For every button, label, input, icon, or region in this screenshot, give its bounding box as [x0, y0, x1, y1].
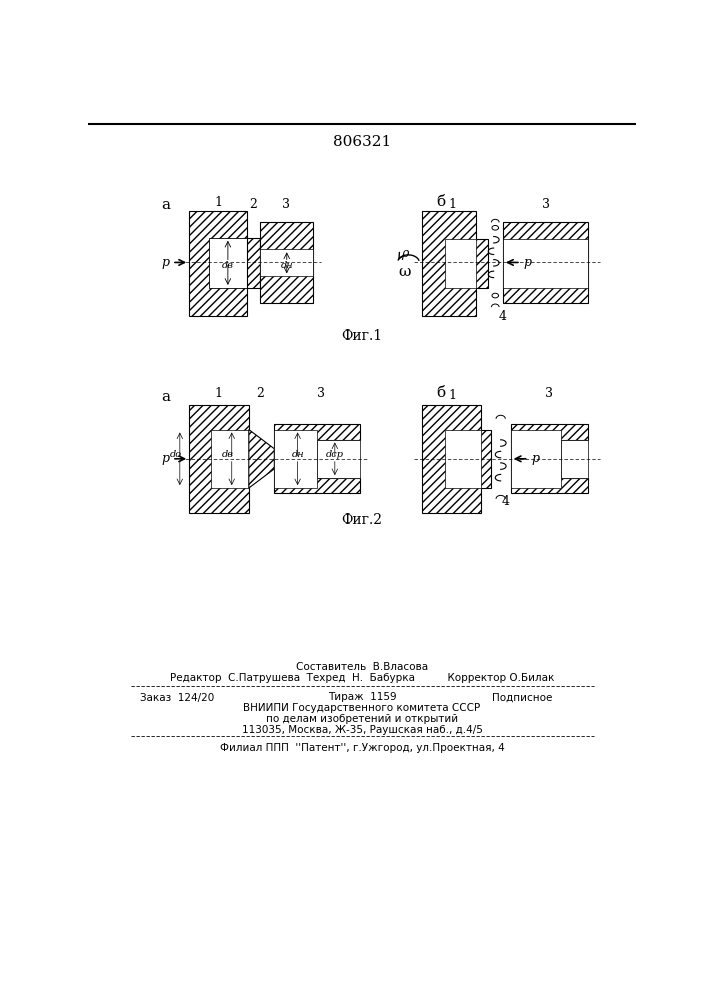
Text: ВНИИПИ Государственного комитета СССР: ВНИИПИ Государственного комитета СССР: [243, 703, 481, 713]
Text: Заказ  124/20: Заказ 124/20: [141, 692, 215, 702]
Text: 1: 1: [449, 198, 457, 211]
Polygon shape: [561, 440, 588, 478]
Text: Подписное: Подписное: [492, 692, 553, 702]
Text: Фиг.1: Фиг.1: [341, 329, 382, 343]
Text: dв: dв: [222, 261, 234, 270]
Text: а: а: [161, 390, 170, 404]
Polygon shape: [421, 211, 488, 316]
Text: б: б: [436, 386, 445, 400]
Text: 113035, Москва, Ж-35, Раушская наб., д.4/5: 113035, Москва, Ж-35, Раушская наб., д.4…: [242, 725, 482, 735]
Text: р: р: [161, 452, 169, 465]
Text: 1: 1: [449, 389, 457, 402]
Text: 4: 4: [501, 495, 509, 508]
Text: р: р: [161, 256, 169, 269]
Text: dв: dв: [222, 450, 234, 459]
Polygon shape: [247, 238, 260, 288]
Polygon shape: [510, 430, 561, 488]
Polygon shape: [317, 440, 360, 478]
Polygon shape: [510, 424, 588, 493]
Text: р: р: [524, 256, 532, 269]
Text: Редактор  С.Патрушева  Техред  Н.  Бабурка          Корректор О.Билак: Редактор С.Патрушева Техред Н. Бабурка К…: [170, 673, 554, 683]
Text: dн: dн: [291, 450, 304, 459]
Polygon shape: [445, 430, 481, 488]
Polygon shape: [209, 238, 247, 288]
Text: Фиг.2: Фиг.2: [341, 513, 382, 527]
Text: 1: 1: [215, 196, 223, 209]
Polygon shape: [189, 211, 247, 316]
Polygon shape: [503, 239, 588, 288]
Text: 3: 3: [546, 387, 554, 400]
Text: dср: dср: [326, 450, 344, 459]
Polygon shape: [211, 430, 249, 488]
Polygon shape: [249, 430, 274, 488]
Text: 2: 2: [257, 387, 264, 400]
Polygon shape: [421, 405, 491, 513]
Polygon shape: [274, 430, 317, 488]
Polygon shape: [503, 222, 588, 303]
Polygon shape: [189, 405, 249, 513]
Text: 3: 3: [317, 387, 325, 400]
Text: по делам изобретений и открытий: по делам изобретений и открытий: [266, 714, 458, 724]
Text: 3: 3: [282, 198, 290, 211]
Text: dн: dн: [281, 261, 293, 270]
Text: 3: 3: [542, 198, 549, 211]
Text: б: б: [436, 195, 445, 209]
Text: Составитель  В.Власова: Составитель В.Власова: [296, 662, 428, 672]
Text: ω: ω: [398, 265, 411, 279]
Polygon shape: [260, 222, 313, 303]
Text: 1: 1: [215, 387, 223, 400]
Text: ρ: ρ: [401, 247, 408, 260]
Text: 2: 2: [250, 198, 257, 211]
Text: 4: 4: [499, 310, 507, 323]
Text: Тираж  1159: Тираж 1159: [327, 692, 396, 702]
Polygon shape: [260, 249, 313, 276]
Text: а: а: [161, 198, 170, 212]
Text: р: р: [532, 452, 539, 465]
Text: Филиал ППП  ''Патент'', г.Ужгород, ул.Проектная, 4: Филиал ППП ''Патент'', г.Ужгород, ул.Про…: [220, 743, 504, 753]
Text: dо: dо: [170, 450, 182, 459]
Polygon shape: [274, 424, 360, 493]
Polygon shape: [445, 239, 476, 288]
Text: 806321: 806321: [333, 135, 391, 149]
